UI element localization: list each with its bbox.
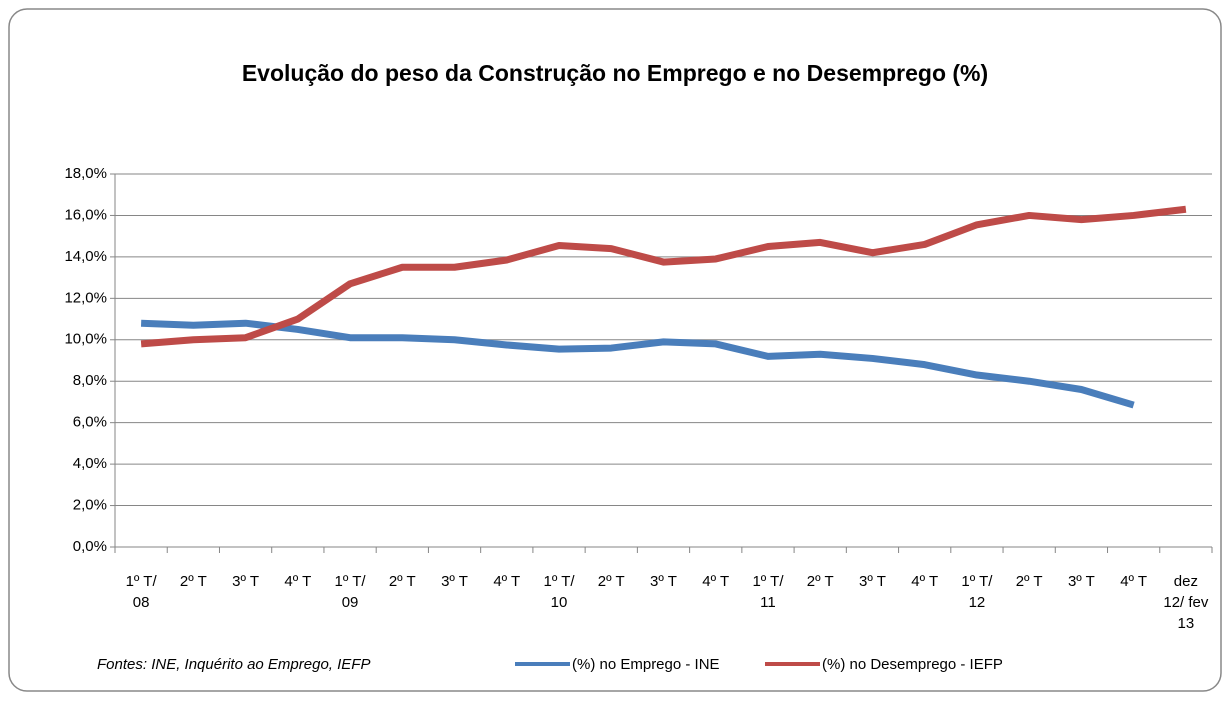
chart-title: Evolução do peso da Construção no Empreg…	[242, 60, 988, 86]
y-tick-label: 12,0%	[64, 289, 107, 306]
x-tick-label: 4º T	[911, 573, 939, 590]
y-tick-label: 2,0%	[73, 497, 107, 514]
x-tick-label: 1º T/ 09	[334, 573, 366, 611]
x-tick-label: 1º T/ 11	[752, 573, 784, 611]
x-tick-label: 4º T	[284, 573, 312, 590]
x-tick-label: 3º T	[650, 573, 677, 590]
legend-label: (%) no Emprego - INE	[572, 656, 720, 673]
x-tick-label: 2º T	[388, 573, 416, 590]
y-tick-label: 14,0%	[64, 248, 107, 265]
legend-label: (%) no Desemprego - IEFP	[822, 656, 1003, 673]
x-tick-label: 4º T	[1120, 573, 1148, 590]
x-tick-label: 3º T	[1067, 573, 1095, 590]
x-tick-label: 2º T	[179, 573, 207, 590]
x-tick-label: 4º T	[493, 573, 521, 590]
x-tick-label: 4º T	[702, 573, 730, 590]
line-series	[140, 205, 1187, 348]
x-tick-label: 3º T	[441, 573, 468, 590]
y-tick-label: 8,0%	[73, 372, 107, 389]
x-tick-label: 1º T/ 12	[961, 573, 993, 611]
x-tick-label: 1º T/ 08	[125, 573, 157, 611]
y-tick-label: 10,0%	[64, 331, 107, 348]
x-tick-label: 3º T	[232, 573, 260, 590]
x-tick-label: 1º T/ 10	[543, 573, 575, 611]
y-tick-label: 18,0%	[64, 165, 107, 182]
x-tick-label: dez 12/ fev 13	[1163, 573, 1209, 632]
source-note: Fontes: INE, Inquérito ao Emprego, IEFP	[97, 656, 370, 673]
y-tick-label: 16,0%	[64, 206, 107, 223]
x-tick-label: 2º T	[806, 573, 834, 590]
x-tick-label: 3º T	[858, 573, 886, 590]
x-tick-label: 2º T	[1015, 573, 1043, 590]
y-tick-label: 6,0%	[73, 414, 107, 431]
y-tick-label: 0,0%	[73, 538, 107, 555]
line-series	[140, 319, 1135, 409]
y-tick-label: 4,0%	[73, 455, 107, 472]
x-tick-label: 2º T	[597, 573, 625, 590]
